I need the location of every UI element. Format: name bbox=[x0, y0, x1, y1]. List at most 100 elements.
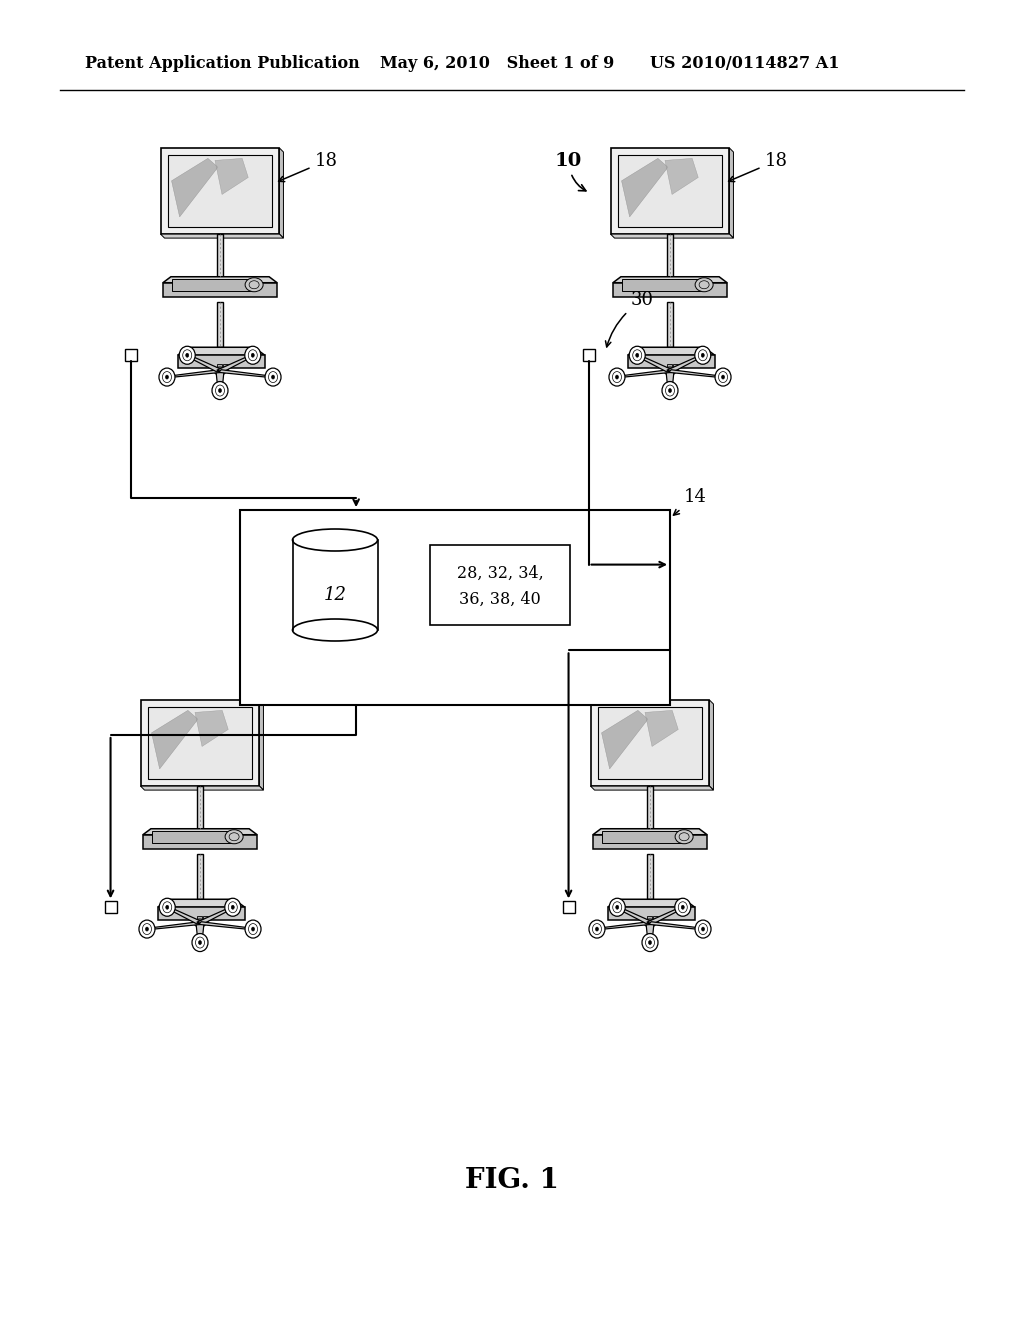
Polygon shape bbox=[163, 282, 278, 297]
Ellipse shape bbox=[589, 920, 605, 939]
Polygon shape bbox=[646, 923, 654, 942]
Ellipse shape bbox=[681, 906, 684, 909]
Bar bbox=[217, 302, 223, 347]
Polygon shape bbox=[591, 787, 714, 791]
Polygon shape bbox=[613, 277, 727, 282]
Polygon shape bbox=[615, 907, 653, 924]
Polygon shape bbox=[645, 710, 678, 746]
Ellipse shape bbox=[185, 354, 188, 358]
Polygon shape bbox=[166, 370, 221, 378]
Bar bbox=[125, 350, 136, 362]
Polygon shape bbox=[613, 282, 727, 297]
Bar bbox=[104, 902, 117, 913]
Bar bbox=[152, 830, 231, 843]
Bar bbox=[653, 916, 658, 924]
Ellipse shape bbox=[293, 619, 378, 642]
Bar bbox=[617, 154, 723, 227]
Bar bbox=[223, 364, 228, 372]
Bar bbox=[583, 350, 595, 362]
Bar bbox=[673, 364, 678, 372]
Ellipse shape bbox=[271, 375, 274, 379]
Polygon shape bbox=[143, 834, 257, 849]
Bar bbox=[203, 916, 208, 924]
Polygon shape bbox=[172, 158, 218, 216]
Bar bbox=[140, 700, 259, 787]
Ellipse shape bbox=[166, 906, 169, 909]
Ellipse shape bbox=[231, 906, 234, 909]
Ellipse shape bbox=[166, 375, 169, 379]
Ellipse shape bbox=[199, 941, 202, 945]
Polygon shape bbox=[636, 355, 673, 372]
Bar bbox=[172, 279, 251, 292]
Text: 12: 12 bbox=[324, 586, 346, 605]
Text: 10: 10 bbox=[555, 152, 586, 191]
Bar bbox=[647, 916, 652, 924]
Ellipse shape bbox=[212, 381, 228, 400]
Polygon shape bbox=[601, 710, 648, 770]
Polygon shape bbox=[280, 148, 284, 238]
Polygon shape bbox=[199, 921, 254, 929]
Polygon shape bbox=[669, 370, 724, 378]
Bar bbox=[562, 902, 574, 913]
Bar bbox=[667, 234, 674, 277]
Ellipse shape bbox=[139, 920, 155, 939]
Polygon shape bbox=[163, 277, 278, 282]
Polygon shape bbox=[729, 148, 733, 238]
Ellipse shape bbox=[648, 941, 651, 945]
Polygon shape bbox=[185, 355, 223, 372]
Polygon shape bbox=[196, 923, 204, 942]
Ellipse shape bbox=[245, 346, 261, 364]
Polygon shape bbox=[647, 907, 684, 924]
Ellipse shape bbox=[193, 933, 208, 952]
Ellipse shape bbox=[245, 277, 263, 292]
Polygon shape bbox=[197, 907, 234, 924]
Text: Patent Application Publication: Patent Application Publication bbox=[85, 54, 359, 71]
Ellipse shape bbox=[245, 920, 261, 939]
Polygon shape bbox=[608, 899, 695, 907]
Bar bbox=[217, 234, 223, 277]
Polygon shape bbox=[628, 355, 715, 368]
Polygon shape bbox=[593, 829, 708, 834]
Ellipse shape bbox=[179, 346, 196, 364]
Ellipse shape bbox=[609, 898, 626, 916]
Ellipse shape bbox=[669, 388, 672, 392]
Ellipse shape bbox=[159, 898, 175, 916]
Bar bbox=[647, 787, 653, 829]
Ellipse shape bbox=[701, 354, 705, 358]
Ellipse shape bbox=[675, 830, 693, 843]
Bar bbox=[430, 545, 570, 624]
Ellipse shape bbox=[642, 933, 658, 952]
Polygon shape bbox=[195, 710, 228, 746]
Polygon shape bbox=[649, 921, 703, 929]
Polygon shape bbox=[158, 907, 245, 920]
Ellipse shape bbox=[251, 354, 254, 358]
Bar bbox=[591, 700, 710, 787]
Ellipse shape bbox=[722, 375, 725, 379]
Ellipse shape bbox=[609, 368, 625, 385]
Polygon shape bbox=[215, 158, 248, 194]
Bar bbox=[602, 830, 681, 843]
Polygon shape bbox=[622, 158, 668, 216]
Ellipse shape bbox=[695, 277, 713, 292]
Polygon shape bbox=[143, 829, 257, 834]
Bar bbox=[667, 302, 673, 347]
Polygon shape bbox=[140, 787, 263, 791]
Polygon shape bbox=[158, 899, 245, 907]
Ellipse shape bbox=[596, 927, 598, 931]
Bar bbox=[610, 148, 729, 234]
Ellipse shape bbox=[225, 830, 243, 843]
Bar bbox=[217, 364, 222, 372]
Ellipse shape bbox=[636, 354, 639, 358]
Text: 18: 18 bbox=[728, 152, 787, 182]
Polygon shape bbox=[628, 347, 715, 355]
Ellipse shape bbox=[265, 368, 281, 385]
Ellipse shape bbox=[695, 920, 711, 939]
Bar bbox=[197, 916, 202, 924]
Ellipse shape bbox=[694, 346, 711, 364]
Polygon shape bbox=[610, 234, 733, 238]
Polygon shape bbox=[593, 834, 708, 849]
Polygon shape bbox=[259, 700, 263, 791]
Ellipse shape bbox=[675, 898, 691, 916]
Polygon shape bbox=[178, 355, 265, 368]
Ellipse shape bbox=[615, 375, 618, 379]
